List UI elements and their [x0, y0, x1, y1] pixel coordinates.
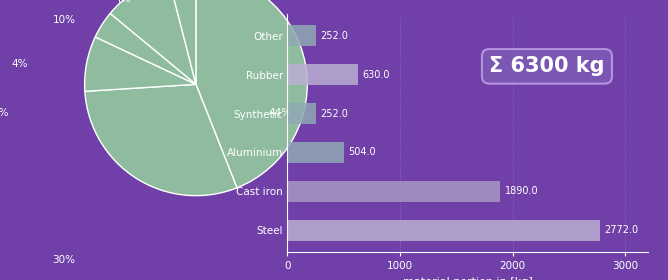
Wedge shape: [85, 37, 196, 91]
Text: 1890.0: 1890.0: [505, 186, 538, 197]
Wedge shape: [168, 0, 196, 84]
Wedge shape: [85, 84, 237, 196]
Wedge shape: [196, 0, 307, 188]
X-axis label: material portion in [kg]: material portion in [kg]: [403, 277, 532, 280]
Wedge shape: [110, 0, 196, 84]
Text: 2772.0: 2772.0: [605, 225, 639, 235]
Text: 30%: 30%: [52, 255, 75, 265]
Text: 504.0: 504.0: [349, 148, 376, 157]
Text: 4%: 4%: [114, 0, 131, 4]
Text: 8%: 8%: [0, 108, 9, 118]
Wedge shape: [96, 13, 196, 84]
Text: 252.0: 252.0: [320, 109, 348, 118]
Bar: [287, 103, 316, 124]
Bar: [287, 64, 358, 85]
Bar: [287, 181, 500, 202]
Bar: [287, 220, 600, 241]
Text: Σ 6300 kg: Σ 6300 kg: [489, 56, 605, 76]
Bar: [287, 142, 344, 163]
Text: 630.0: 630.0: [363, 69, 390, 80]
Bar: [287, 25, 316, 46]
Text: 44%: 44%: [269, 108, 292, 118]
Text: 4%: 4%: [12, 59, 28, 69]
Text: 252.0: 252.0: [320, 31, 348, 41]
Text: 10%: 10%: [52, 15, 75, 25]
